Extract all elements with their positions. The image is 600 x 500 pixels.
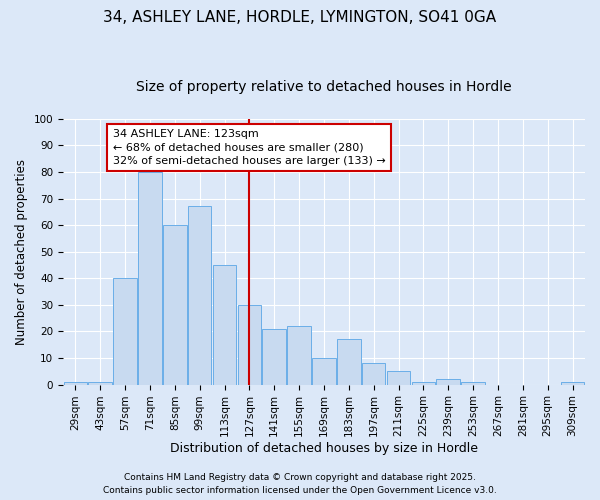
Bar [561, 382, 584, 384]
Bar [337, 340, 361, 384]
Text: 34 ASHLEY LANE: 123sqm
← 68% of detached houses are smaller (280)
32% of semi-de: 34 ASHLEY LANE: 123sqm ← 68% of detached… [113, 130, 385, 166]
Text: Contains HM Land Registry data © Crown copyright and database right 2025.
Contai: Contains HM Land Registry data © Crown c… [103, 474, 497, 495]
Bar [312, 358, 336, 384]
Bar [64, 382, 87, 384]
Bar [88, 382, 112, 384]
Bar [262, 329, 286, 384]
Bar [362, 364, 385, 384]
Bar [412, 382, 435, 384]
Title: Size of property relative to detached houses in Hordle: Size of property relative to detached ho… [136, 80, 512, 94]
Bar [188, 206, 211, 384]
Bar [212, 265, 236, 384]
Bar [138, 172, 162, 384]
Bar [387, 372, 410, 384]
Text: 34, ASHLEY LANE, HORDLE, LYMINGTON, SO41 0GA: 34, ASHLEY LANE, HORDLE, LYMINGTON, SO41… [103, 10, 497, 25]
Bar [287, 326, 311, 384]
X-axis label: Distribution of detached houses by size in Hordle: Distribution of detached houses by size … [170, 442, 478, 455]
Bar [163, 225, 187, 384]
Bar [461, 382, 485, 384]
Y-axis label: Number of detached properties: Number of detached properties [15, 158, 28, 344]
Bar [238, 305, 261, 384]
Bar [436, 380, 460, 384]
Bar [113, 278, 137, 384]
